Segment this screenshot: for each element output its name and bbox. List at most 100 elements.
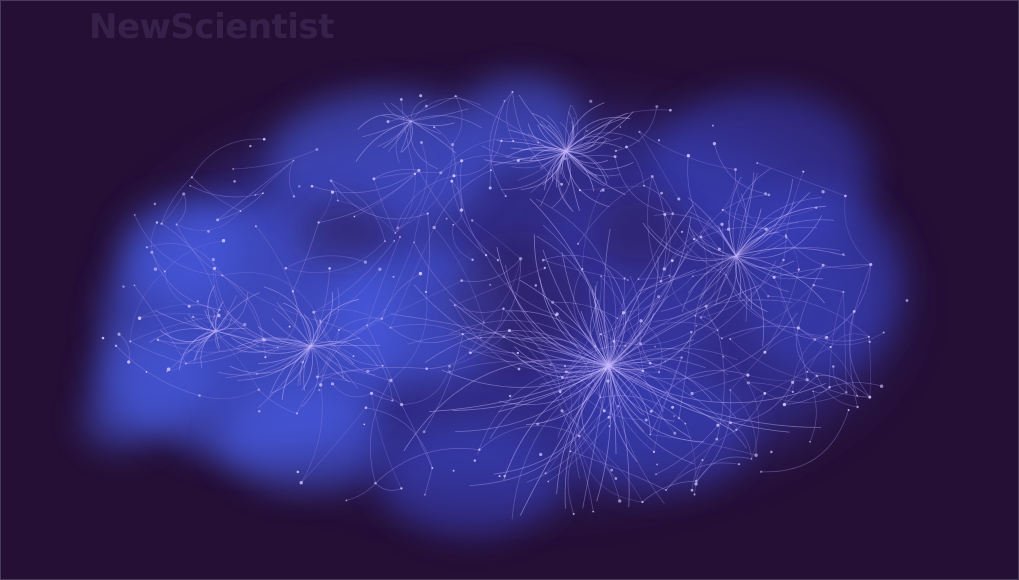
network-node	[809, 440, 811, 443]
network-edge	[479, 425, 580, 450]
network-node	[806, 370, 809, 373]
network-node	[555, 312, 559, 316]
network-edge	[265, 340, 354, 358]
network-edge	[500, 150, 567, 191]
network-node	[366, 369, 370, 373]
network-edge	[813, 284, 844, 293]
network-edge	[735, 205, 826, 257]
network-edge	[608, 312, 798, 380]
network-node	[694, 315, 697, 317]
network-node	[133, 284, 136, 287]
network-edge	[694, 236, 708, 317]
network-edge	[301, 345, 314, 391]
network-edge	[608, 301, 655, 367]
network-edge	[237, 345, 312, 381]
network-edge	[257, 345, 312, 364]
network-node	[454, 95, 457, 98]
network-node	[389, 326, 392, 329]
network-edge	[542, 150, 567, 186]
network-edge	[381, 273, 421, 319]
network-node	[599, 190, 602, 192]
network-edge	[735, 255, 742, 300]
network-edge	[433, 227, 485, 323]
network-edge	[441, 365, 610, 388]
network-node	[569, 450, 572, 453]
network-edge	[537, 346, 596, 425]
network-edge	[310, 345, 344, 379]
network-node	[239, 210, 242, 212]
network-node	[221, 239, 226, 243]
network-edge	[192, 316, 260, 390]
network-node	[686, 153, 691, 158]
network-edge	[160, 330, 217, 342]
network-node	[366, 324, 368, 327]
network-node	[451, 142, 455, 147]
network-edge	[798, 327, 870, 342]
network-node	[829, 345, 832, 349]
network-node	[750, 458, 753, 460]
network-edge	[735, 255, 748, 322]
network-edge	[565, 136, 611, 152]
network-edge	[373, 169, 419, 180]
network-node	[276, 346, 279, 349]
network-edge	[217, 192, 264, 221]
network-edge	[217, 345, 312, 376]
network-node	[701, 459, 704, 461]
network-edge	[164, 240, 224, 272]
network-edge	[695, 315, 719, 331]
network-edge	[176, 224, 223, 276]
network-edge	[382, 114, 412, 122]
network-edge	[355, 120, 412, 162]
network-edge	[552, 150, 571, 208]
network-edge	[130, 315, 219, 342]
network-edge	[489, 100, 505, 189]
network-node	[563, 157, 567, 161]
network-edge	[694, 255, 737, 336]
network-edge	[699, 255, 737, 300]
network-edge	[735, 247, 846, 257]
network-edge	[608, 284, 646, 367]
network-edge	[829, 291, 844, 388]
network-edge	[639, 255, 737, 292]
network-node	[328, 267, 331, 270]
network-edge	[310, 345, 359, 390]
network-edge	[222, 275, 264, 340]
network-node	[738, 463, 741, 466]
network-edge	[426, 330, 510, 370]
network-edge	[320, 329, 340, 385]
network-edge	[608, 364, 737, 419]
network-edge	[608, 294, 727, 367]
network-edge	[565, 150, 610, 180]
network-node	[155, 221, 159, 224]
network-node	[502, 307, 505, 310]
network-edge	[561, 410, 594, 512]
network-node	[211, 257, 215, 262]
network-node	[693, 493, 696, 496]
network-node	[198, 394, 201, 397]
network-node	[784, 234, 788, 237]
network-node	[717, 247, 721, 251]
network-edge	[565, 139, 607, 154]
network-node	[617, 405, 620, 408]
network-node	[655, 105, 659, 108]
network-node	[614, 149, 618, 153]
network-node	[641, 500, 644, 504]
network-node	[735, 428, 738, 431]
network-node	[815, 374, 819, 378]
network-edge	[816, 375, 858, 396]
network-node	[394, 232, 397, 234]
network-edge	[514, 346, 610, 374]
network-edge	[489, 365, 610, 439]
network-node	[722, 355, 725, 358]
network-edge	[303, 345, 312, 391]
network-edge	[642, 480, 697, 503]
network-edge	[565, 111, 634, 152]
network-node	[254, 194, 257, 196]
network-edge	[471, 220, 521, 259]
network-node	[824, 336, 828, 340]
network-edge	[470, 351, 563, 411]
network-edge	[485, 254, 557, 316]
network-edge	[608, 365, 673, 401]
network-edge	[288, 160, 295, 197]
dark-pocket	[451, 241, 591, 361]
